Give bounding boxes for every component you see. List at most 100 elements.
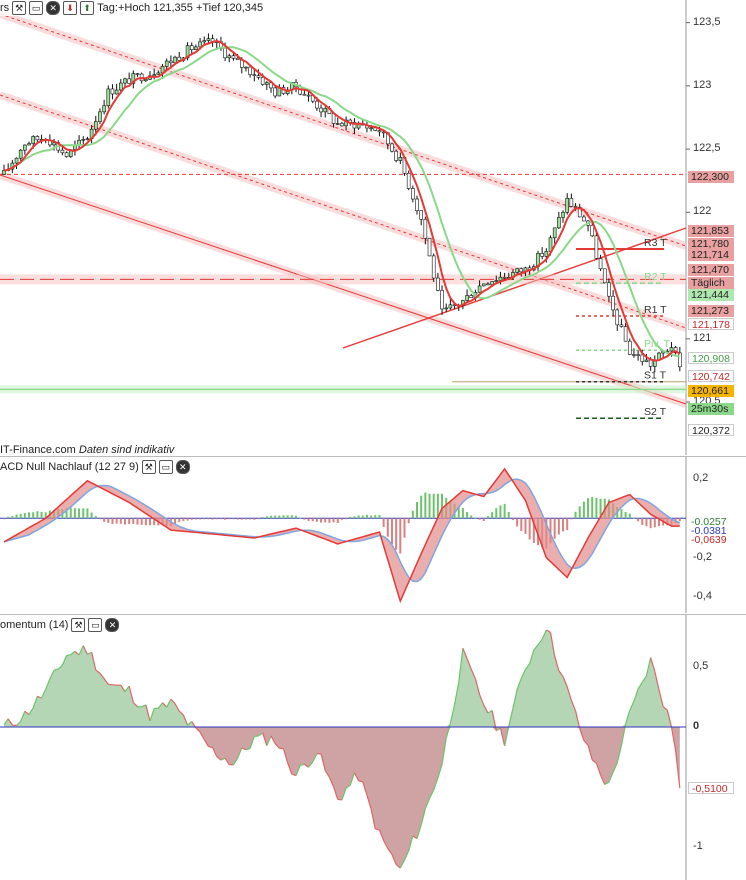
momentum-line-segment: [320, 753, 326, 771]
macd-histogram-bar: [107, 518, 110, 523]
price-tick-label: 123,5: [693, 15, 721, 28]
momentum-line-segment: [149, 708, 155, 722]
down-arrow-icon[interactable]: ⬇: [63, 1, 78, 15]
price-tag: 120,742: [688, 370, 734, 383]
window-icon[interactable]: ▭: [88, 618, 103, 632]
momentum-line-segment: [353, 772, 360, 782]
close-icon[interactable]: ✕: [105, 618, 120, 632]
candle-body: [223, 48, 227, 59]
candle-body: [114, 89, 119, 95]
momentum-line-segment: [504, 726, 510, 747]
momentum-line-segment: [487, 709, 493, 714]
momentum-line-segment: [362, 781, 368, 796]
momentum-line-segment: [654, 671, 660, 690]
momentum-line-segment: [529, 649, 535, 664]
window-icon[interactable]: ▭: [29, 1, 44, 15]
momentum-line-segment: [341, 787, 347, 801]
price-tag: 25m30s: [688, 403, 734, 415]
price-tick-label: 122: [693, 205, 712, 218]
candle-body: [252, 74, 257, 76]
candle-body: [669, 347, 674, 352]
macd-title: ACD Null Nachlauf (12 27 9): [0, 461, 139, 473]
window-icon[interactable]: ▭: [158, 460, 173, 474]
candle-body: [573, 206, 578, 208]
candle-body: [594, 235, 599, 259]
macd-histogram-bar: [295, 515, 298, 519]
momentum-line-segment: [91, 652, 97, 671]
macd-histogram-bar: [224, 518, 227, 520]
momentum-line-segment: [420, 808, 426, 826]
macd-histogram-bar: [378, 514, 381, 519]
momentum-line-segment: [295, 765, 301, 776]
macd-histogram-bar: [478, 518, 481, 520]
wrench-icon[interactable]: ⚒: [71, 618, 86, 632]
price-tick-label: 121: [693, 331, 712, 344]
candle-body: [335, 123, 340, 125]
price-tag: 121,178: [688, 318, 734, 331]
pivot-label: S2 T: [644, 406, 667, 418]
close-icon[interactable]: ✕: [46, 1, 61, 15]
candle-body: [110, 88, 115, 95]
up-arrow-icon[interactable]: ⬆: [80, 1, 95, 15]
macd-histogram-bar: [466, 511, 469, 519]
wrench-icon[interactable]: ⚒: [12, 1, 27, 15]
momentum-line-segment: [541, 629, 547, 640]
momentum-line-segment: [499, 727, 506, 747]
macd-histogram-bar: [232, 518, 235, 520]
macd-histogram-bar: [19, 513, 22, 519]
momentum-line-segment: [262, 732, 268, 746]
pivot-label: S1 T: [644, 370, 667, 382]
candle-body: [123, 78, 127, 84]
candle-body: [644, 359, 649, 362]
momentum-line-segment: [78, 645, 84, 656]
macd-histogram-bar: [253, 518, 256, 520]
macd-histogram-bar: [65, 508, 68, 519]
candle-body: [302, 93, 307, 96]
price-tag: 121,444: [688, 289, 734, 301]
candle-body: [127, 78, 131, 84]
trend-channel-line: [0, 94, 687, 329]
momentum-line-segment: [583, 740, 589, 746]
candle-body: [152, 74, 156, 77]
macd-histogram-bar: [382, 518, 385, 527]
candle-body: [569, 197, 574, 207]
candle-body: [494, 280, 499, 282]
macd-histogram-bar: [578, 506, 581, 519]
macd-histogram-bar: [482, 518, 485, 521]
macd-histogram-bar: [215, 518, 218, 520]
candle-body: [440, 290, 444, 310]
momentum-line-segment: [174, 703, 180, 712]
momentum-line-segment: [128, 685, 134, 703]
candle-body: [557, 217, 561, 229]
macd-histogram-bar: [557, 518, 560, 535]
macd-histogram-bar: [194, 518, 197, 520]
momentum-line-segment: [387, 848, 393, 855]
momentum-line-segment: [141, 704, 147, 708]
close-icon[interactable]: ✕: [175, 460, 190, 474]
candle-body: [415, 198, 419, 211]
macd-histogram-bar: [470, 515, 473, 519]
momentum-line-segment: [49, 669, 55, 680]
candle-body: [202, 40, 207, 43]
macd-chart[interactable]: [0, 457, 746, 613]
candle-body: [27, 143, 31, 146]
candle-body: [477, 285, 482, 293]
pivot-label: R1 T: [644, 304, 667, 316]
macd-histogram-bar: [111, 518, 114, 524]
momentum-line-segment: [203, 739, 209, 747]
momentum-chart[interactable]: [0, 615, 746, 880]
momentum-line-segment: [616, 745, 623, 763]
momentum-line-segment: [70, 650, 76, 656]
momentum-tick-label: -1: [693, 840, 703, 852]
macd-histogram-bar: [595, 497, 598, 519]
candle-body: [235, 57, 240, 61]
macd-histogram-bar: [115, 518, 118, 524]
wrench-icon[interactable]: ⚒: [141, 460, 156, 474]
macd-histogram-bar: [332, 518, 335, 523]
macd-tick-label: -0,2: [693, 550, 712, 563]
momentum-line-segment: [453, 682, 460, 705]
momentum-line-segment: [675, 750, 681, 789]
candle-body: [623, 326, 628, 342]
macd-line: [3, 467, 680, 604]
